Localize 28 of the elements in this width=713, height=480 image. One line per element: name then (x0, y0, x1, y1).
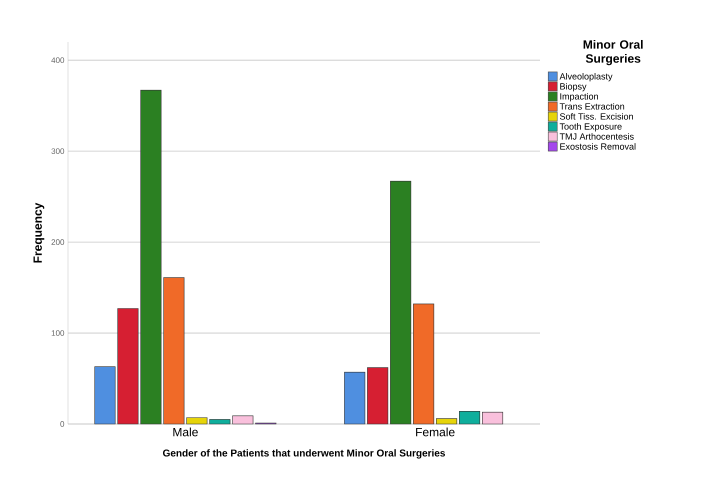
legend-label: Soft Tiss. Excision (560, 113, 633, 120)
bar (436, 418, 458, 424)
bar (390, 180, 412, 424)
legend-label: Biopsy (560, 82, 587, 92)
legend-label: Tooth Exposure (560, 123, 622, 132)
y-tick-label: 200 (52, 239, 64, 245)
legend-label: Impaction (560, 92, 598, 102)
legend-label: Exostosis Removal (560, 143, 636, 150)
x-tick-label: Female (416, 428, 455, 436)
legend-label: TMJ Arthocentesis (560, 133, 634, 140)
bar (117, 308, 138, 424)
y-tick-label: 0 (60, 421, 64, 427)
x-tick-label: Male (173, 428, 198, 436)
x-axis-title: Gender of the Patients that underwent Minor Oral Surgeries (162, 449, 446, 459)
bar (459, 410, 480, 424)
bar (413, 304, 434, 424)
legend-label: Trans Extraction (560, 103, 624, 110)
bar (186, 417, 208, 424)
y-axis-title: Frequency (34, 202, 44, 263)
legend-label: Alveoloplasty (560, 72, 613, 82)
bar (163, 277, 184, 424)
legend-title: Minor Oral Surgeries (584, 40, 643, 66)
bar (140, 90, 162, 424)
y-tick-label: 300 (51, 148, 64, 154)
y-tick-label: 400 (51, 57, 64, 64)
bar (482, 412, 504, 424)
y-tick-label: 100 (52, 330, 64, 336)
bar (94, 366, 116, 424)
